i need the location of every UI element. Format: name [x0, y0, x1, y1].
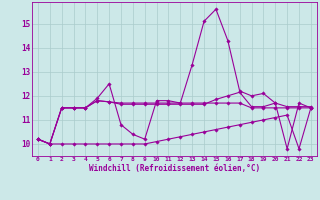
- X-axis label: Windchill (Refroidissement éolien,°C): Windchill (Refroidissement éolien,°C): [89, 164, 260, 173]
